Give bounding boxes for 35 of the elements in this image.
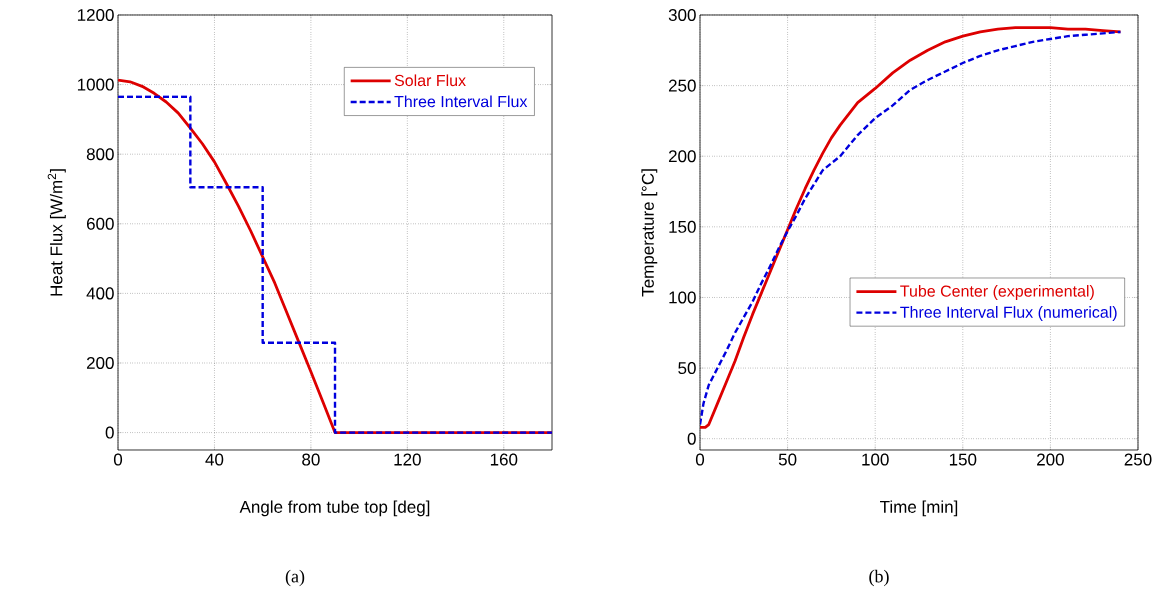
x-tick-label: 50 (778, 453, 797, 466)
y-tick-label: 100 (669, 291, 696, 304)
y-tick-label: 0 (687, 432, 696, 445)
x-tick-label: 80 (302, 453, 320, 466)
x-tick-label: 40 (205, 453, 224, 466)
legend-label: Solar Flux (394, 74, 466, 87)
x-axis-title: Time [min] (880, 500, 958, 517)
y-tick-label: 600 (86, 217, 114, 230)
x-tick-label: 250 (1124, 453, 1152, 466)
x-axis-title: Angle from tube top [deg] (239, 500, 430, 517)
x-tick-label: 100 (862, 453, 889, 466)
legend-label: Tube Center (experimental) (900, 285, 1094, 300)
x-tick-label: 160 (490, 453, 518, 466)
x-tick-label: 200 (1037, 453, 1064, 466)
y-tick-label: 400 (86, 287, 114, 300)
x-tick-label: 150 (949, 453, 977, 466)
y-tick-label: 300 (668, 8, 696, 22)
text: (a) (285, 569, 305, 587)
legend-label: Three Interval Flux (394, 95, 528, 108)
y-axis-title: Heat Flux [W/m$^{2}$] (47, 169, 66, 296)
y-tick-label: 150 (669, 220, 696, 233)
y-tick-label: 200 (86, 356, 114, 370)
y-tick-label: 250 (668, 79, 696, 92)
x-tick-label: 120 (394, 453, 421, 466)
y-tick-label: 200 (668, 150, 696, 163)
y-tick-label: 1000 (77, 78, 114, 91)
x-tick-label: 0 (695, 453, 705, 466)
y-tick-label: 800 (86, 148, 114, 161)
legend-label: Three Interval Flux (numerical) (900, 306, 1117, 321)
x-tick-label: 0 (113, 453, 123, 466)
y-tick-label: 1200 (77, 8, 114, 22)
text: (b) (869, 569, 889, 587)
y-tick-label: 0 (105, 426, 114, 439)
y-axis-title: Temperature [°C] (641, 169, 658, 297)
y-tick-label: 50 (678, 362, 696, 375)
